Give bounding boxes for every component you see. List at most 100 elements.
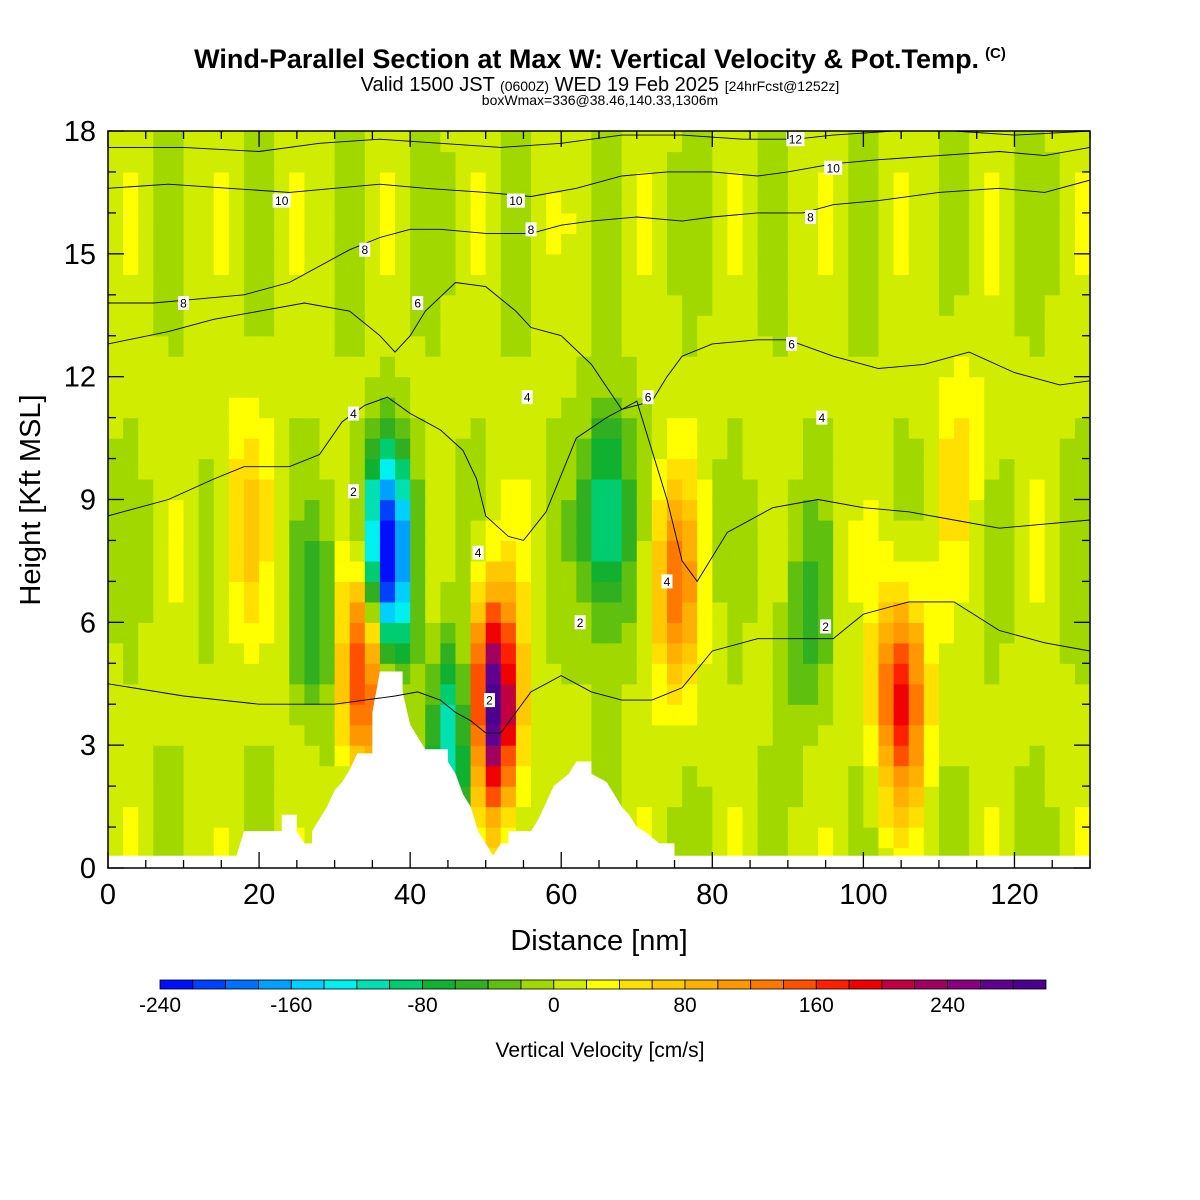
velocity-cell bbox=[531, 356, 547, 378]
velocity-cell bbox=[379, 458, 396, 480]
velocity-cell bbox=[515, 417, 532, 439]
velocity-cell bbox=[108, 192, 124, 214]
velocity-cell bbox=[425, 479, 441, 501]
velocity-cell bbox=[878, 315, 895, 337]
velocity-cell bbox=[259, 131, 275, 153]
velocity-cell bbox=[108, 519, 124, 542]
velocity-cell bbox=[455, 417, 472, 439]
velocity-cell bbox=[289, 212, 305, 234]
velocity-cell bbox=[304, 704, 321, 726]
velocity-cell bbox=[787, 212, 804, 234]
velocity-cell bbox=[546, 560, 562, 582]
velocity-cell bbox=[712, 601, 729, 623]
velocity-cell bbox=[621, 581, 638, 603]
velocity-cell bbox=[485, 212, 502, 234]
velocity-cell bbox=[108, 151, 124, 173]
velocity-cell bbox=[531, 171, 547, 194]
velocity-cell bbox=[470, 499, 487, 521]
velocity-cell bbox=[636, 171, 653, 194]
velocity-cell bbox=[531, 335, 547, 357]
velocity-cell bbox=[727, 417, 744, 439]
velocity-cell bbox=[259, 458, 275, 480]
velocity-cell bbox=[802, 622, 819, 644]
velocity-cell bbox=[455, 765, 472, 787]
velocity-cell bbox=[938, 376, 955, 398]
velocity-cell bbox=[863, 663, 880, 685]
velocity-cell bbox=[364, 847, 381, 868]
velocity-cell bbox=[168, 827, 185, 849]
velocity-cell bbox=[787, 233, 804, 255]
colorbar-swatch bbox=[1012, 979, 1047, 990]
velocity-cell bbox=[727, 704, 744, 726]
velocity-cell bbox=[1014, 765, 1031, 787]
velocity-cell bbox=[1059, 519, 1076, 542]
velocity-cell bbox=[364, 335, 381, 357]
velocity-cell bbox=[153, 376, 170, 398]
velocity-cell bbox=[969, 786, 985, 808]
velocity-cell bbox=[228, 438, 245, 460]
velocity-cell bbox=[425, 663, 441, 685]
velocity-cell bbox=[878, 479, 895, 501]
velocity-cell bbox=[138, 499, 154, 521]
velocity-cell bbox=[1059, 274, 1076, 296]
velocity-cell bbox=[334, 212, 351, 234]
velocity-cell bbox=[213, 663, 230, 685]
velocity-cell bbox=[500, 827, 517, 849]
velocity-cell bbox=[183, 663, 200, 685]
velocity-cell bbox=[319, 786, 336, 808]
velocity-cell bbox=[999, 704, 1016, 726]
theta-contour-label: 10 bbox=[272, 193, 291, 208]
velocity-cell bbox=[1074, 827, 1090, 849]
velocity-cell bbox=[1059, 663, 1076, 685]
velocity-cell bbox=[999, 847, 1016, 868]
velocity-cell bbox=[274, 827, 290, 849]
velocity-cell bbox=[334, 335, 351, 357]
velocity-cell bbox=[395, 458, 411, 480]
velocity-cell bbox=[259, 560, 275, 582]
velocity-cell bbox=[410, 479, 426, 501]
velocity-cell bbox=[198, 540, 215, 562]
velocity-cell bbox=[999, 519, 1016, 542]
velocity-cell bbox=[893, 294, 910, 316]
velocity-cell bbox=[938, 192, 955, 214]
velocity-cell bbox=[259, 806, 275, 828]
contour-label-bg bbox=[824, 160, 843, 175]
velocity-cell bbox=[908, 397, 925, 419]
velocity-cell bbox=[893, 376, 910, 398]
velocity-cell bbox=[848, 335, 864, 357]
velocity-cell bbox=[621, 438, 638, 460]
velocity-cell bbox=[576, 786, 593, 808]
velocity-cell bbox=[833, 499, 849, 521]
velocity-cell bbox=[863, 540, 880, 562]
velocity-cell bbox=[802, 581, 819, 603]
velocity-cell bbox=[984, 417, 1000, 439]
velocity-cell bbox=[802, 315, 819, 337]
velocity-cell bbox=[153, 212, 170, 234]
velocity-cell bbox=[802, 192, 819, 214]
velocity-cell bbox=[364, 438, 381, 460]
velocity-cell bbox=[546, 724, 562, 746]
valid-zulu: (0600Z) bbox=[500, 78, 550, 94]
velocity-cell bbox=[183, 274, 200, 296]
velocity-cell bbox=[938, 253, 955, 275]
velocity-cell bbox=[833, 376, 849, 398]
velocity-cell bbox=[772, 171, 789, 194]
velocity-cell bbox=[682, 294, 698, 316]
velocity-cell bbox=[802, 786, 819, 808]
velocity-cell bbox=[682, 417, 698, 439]
velocity-cell bbox=[153, 601, 170, 623]
velocity-cell bbox=[621, 417, 638, 439]
velocity-cell bbox=[395, 519, 411, 542]
velocity-cell bbox=[304, 192, 321, 214]
velocity-cell bbox=[153, 131, 170, 153]
contour-label-bg bbox=[816, 410, 828, 425]
velocity-cell bbox=[1014, 642, 1031, 664]
velocity-cell bbox=[984, 131, 1000, 153]
velocity-cell bbox=[274, 417, 290, 439]
velocity-cell bbox=[153, 704, 170, 726]
velocity-cell bbox=[410, 397, 426, 419]
velocity-cell bbox=[969, 212, 985, 234]
velocity-cell bbox=[757, 683, 774, 705]
velocity-cell bbox=[742, 499, 759, 521]
velocity-cell bbox=[198, 131, 215, 153]
